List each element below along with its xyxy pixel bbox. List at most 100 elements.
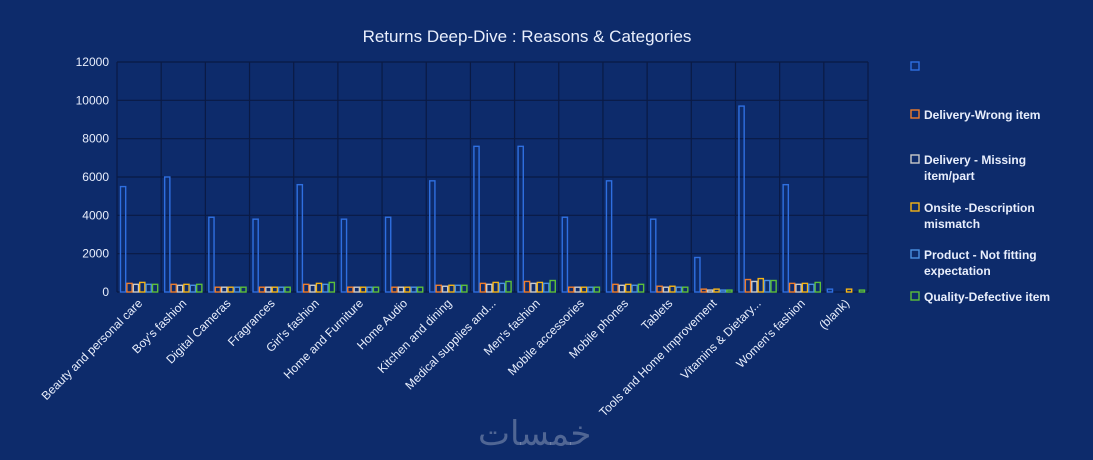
bar-9-5: [549, 279, 556, 293]
bar-8-1: [479, 282, 487, 293]
bar-15-2: [795, 283, 802, 293]
x-tick-label: Vitamins & Dietary...: [678, 296, 764, 382]
legend-swatch: [910, 202, 920, 212]
bar-11-5: [637, 283, 645, 293]
bar-6-3: [404, 286, 411, 293]
bar-2-1: [214, 286, 222, 293]
bar-1-4: [189, 284, 197, 293]
bar-7-2: [441, 285, 449, 293]
bar-11-2: [618, 284, 626, 293]
bar-2-3: [227, 286, 234, 293]
bar-10-4: [587, 286, 594, 293]
bar-8-0: [473, 145, 480, 293]
bar-12-2: [662, 286, 670, 293]
y-axis-ticks: 0 2000 4000 6000 8000 10000 12000: [76, 55, 110, 299]
bar-8-4: [498, 282, 506, 293]
x-tick-label: Mobile accessories: [505, 296, 587, 378]
bar-4-5: [328, 281, 336, 293]
legend-label: Delivery-Wrong item: [924, 108, 1040, 122]
bar-0-2: [132, 283, 140, 293]
bar-8-2: [486, 283, 493, 293]
bar-16-0: [826, 288, 834, 293]
legend-swatch: [910, 61, 920, 71]
bar-0-4: [145, 283, 152, 293]
bar-9-4: [542, 282, 550, 293]
legend-swatch: [910, 109, 920, 119]
bar-7-4: [454, 284, 462, 293]
bar-2-5: [240, 286, 247, 293]
bar-1-3: [183, 283, 190, 293]
bar-2-0: [208, 216, 215, 293]
bar-13-4: [719, 289, 727, 293]
bar-1-0: [163, 176, 171, 293]
bar-7-5: [461, 284, 468, 293]
bar-8-5: [505, 280, 512, 293]
bar-7-0: [429, 180, 436, 293]
bar-6-0: [384, 216, 392, 293]
legend-label: Product - Not fitting expectation: [924, 248, 1037, 278]
legend-swatch: [910, 154, 920, 164]
x-tick-label: Home and Furniture: [281, 296, 367, 382]
bar-15-3: [801, 282, 809, 293]
chart-grid: [116, 61, 869, 293]
y-tick-label: 6000: [82, 170, 109, 184]
bar-1-1: [170, 283, 177, 293]
bar-5-2: [353, 286, 361, 293]
bar-1-5: [195, 283, 203, 293]
chart-legend: Delivery-Wrong item Delivery - Missing ite…: [910, 61, 1050, 304]
bar-0-1: [126, 282, 133, 293]
legend-swatch: [910, 249, 920, 259]
bar-2-2: [220, 286, 228, 293]
bar-7-3: [448, 284, 455, 293]
bar-14-0: [738, 105, 745, 293]
bar-15-5: [814, 281, 822, 293]
legend-label: Delivery - Missing item/part: [924, 153, 1026, 183]
bar-9-1: [523, 280, 531, 293]
bar-14-5: [770, 279, 777, 293]
bar-10-1: [567, 286, 575, 293]
bar-2-4: [233, 286, 241, 293]
bar-7-1: [435, 284, 443, 293]
bar-13-1: [700, 288, 708, 293]
bar-4-0: [296, 183, 304, 293]
bar-1-2: [176, 284, 184, 293]
y-tick-label: 10000: [76, 93, 110, 107]
bar-10-2: [574, 286, 581, 293]
bar-14-2: [751, 280, 758, 293]
bar-3-0: [252, 218, 259, 293]
legend-label: Quality-Defective item: [924, 290, 1050, 304]
bar-13-5: [726, 289, 733, 293]
bar-6-5: [416, 286, 424, 293]
bar-13-0: [694, 256, 701, 293]
bar-6-2: [397, 286, 405, 293]
bar-12-1: [656, 285, 663, 293]
bar-14-4: [763, 279, 771, 293]
bar-16-3: [845, 288, 853, 293]
bar-5-4: [366, 286, 373, 293]
bar-12-0: [649, 218, 657, 293]
y-tick-label: 4000: [82, 208, 109, 222]
y-tick-label: 12000: [76, 55, 110, 69]
bar-10-3: [580, 286, 588, 293]
bar-14-3: [757, 277, 765, 293]
bar-6-4: [410, 286, 418, 293]
x-tick-label: Beauty and personal care: [39, 296, 146, 403]
bar-9-3: [536, 281, 544, 293]
bar-11-0: [605, 180, 613, 293]
bar-6-1: [391, 286, 398, 293]
bar-3-5: [284, 286, 291, 293]
bar-9-0: [517, 145, 524, 293]
x-tick-label: Kitchen and dining: [375, 296, 455, 376]
bar-15-4: [808, 283, 815, 293]
bar-16-5: [858, 289, 866, 293]
bar-5-1: [347, 286, 354, 293]
chart-title: Returns Deep-Dive : Reasons & Categories: [363, 27, 692, 46]
bar-4-4: [322, 283, 329, 293]
watermark: خمسات: [478, 414, 592, 454]
bar-4-1: [302, 283, 310, 293]
bar-3-3: [271, 286, 279, 293]
bar-12-3: [669, 285, 676, 293]
bar-8-3: [492, 281, 500, 293]
